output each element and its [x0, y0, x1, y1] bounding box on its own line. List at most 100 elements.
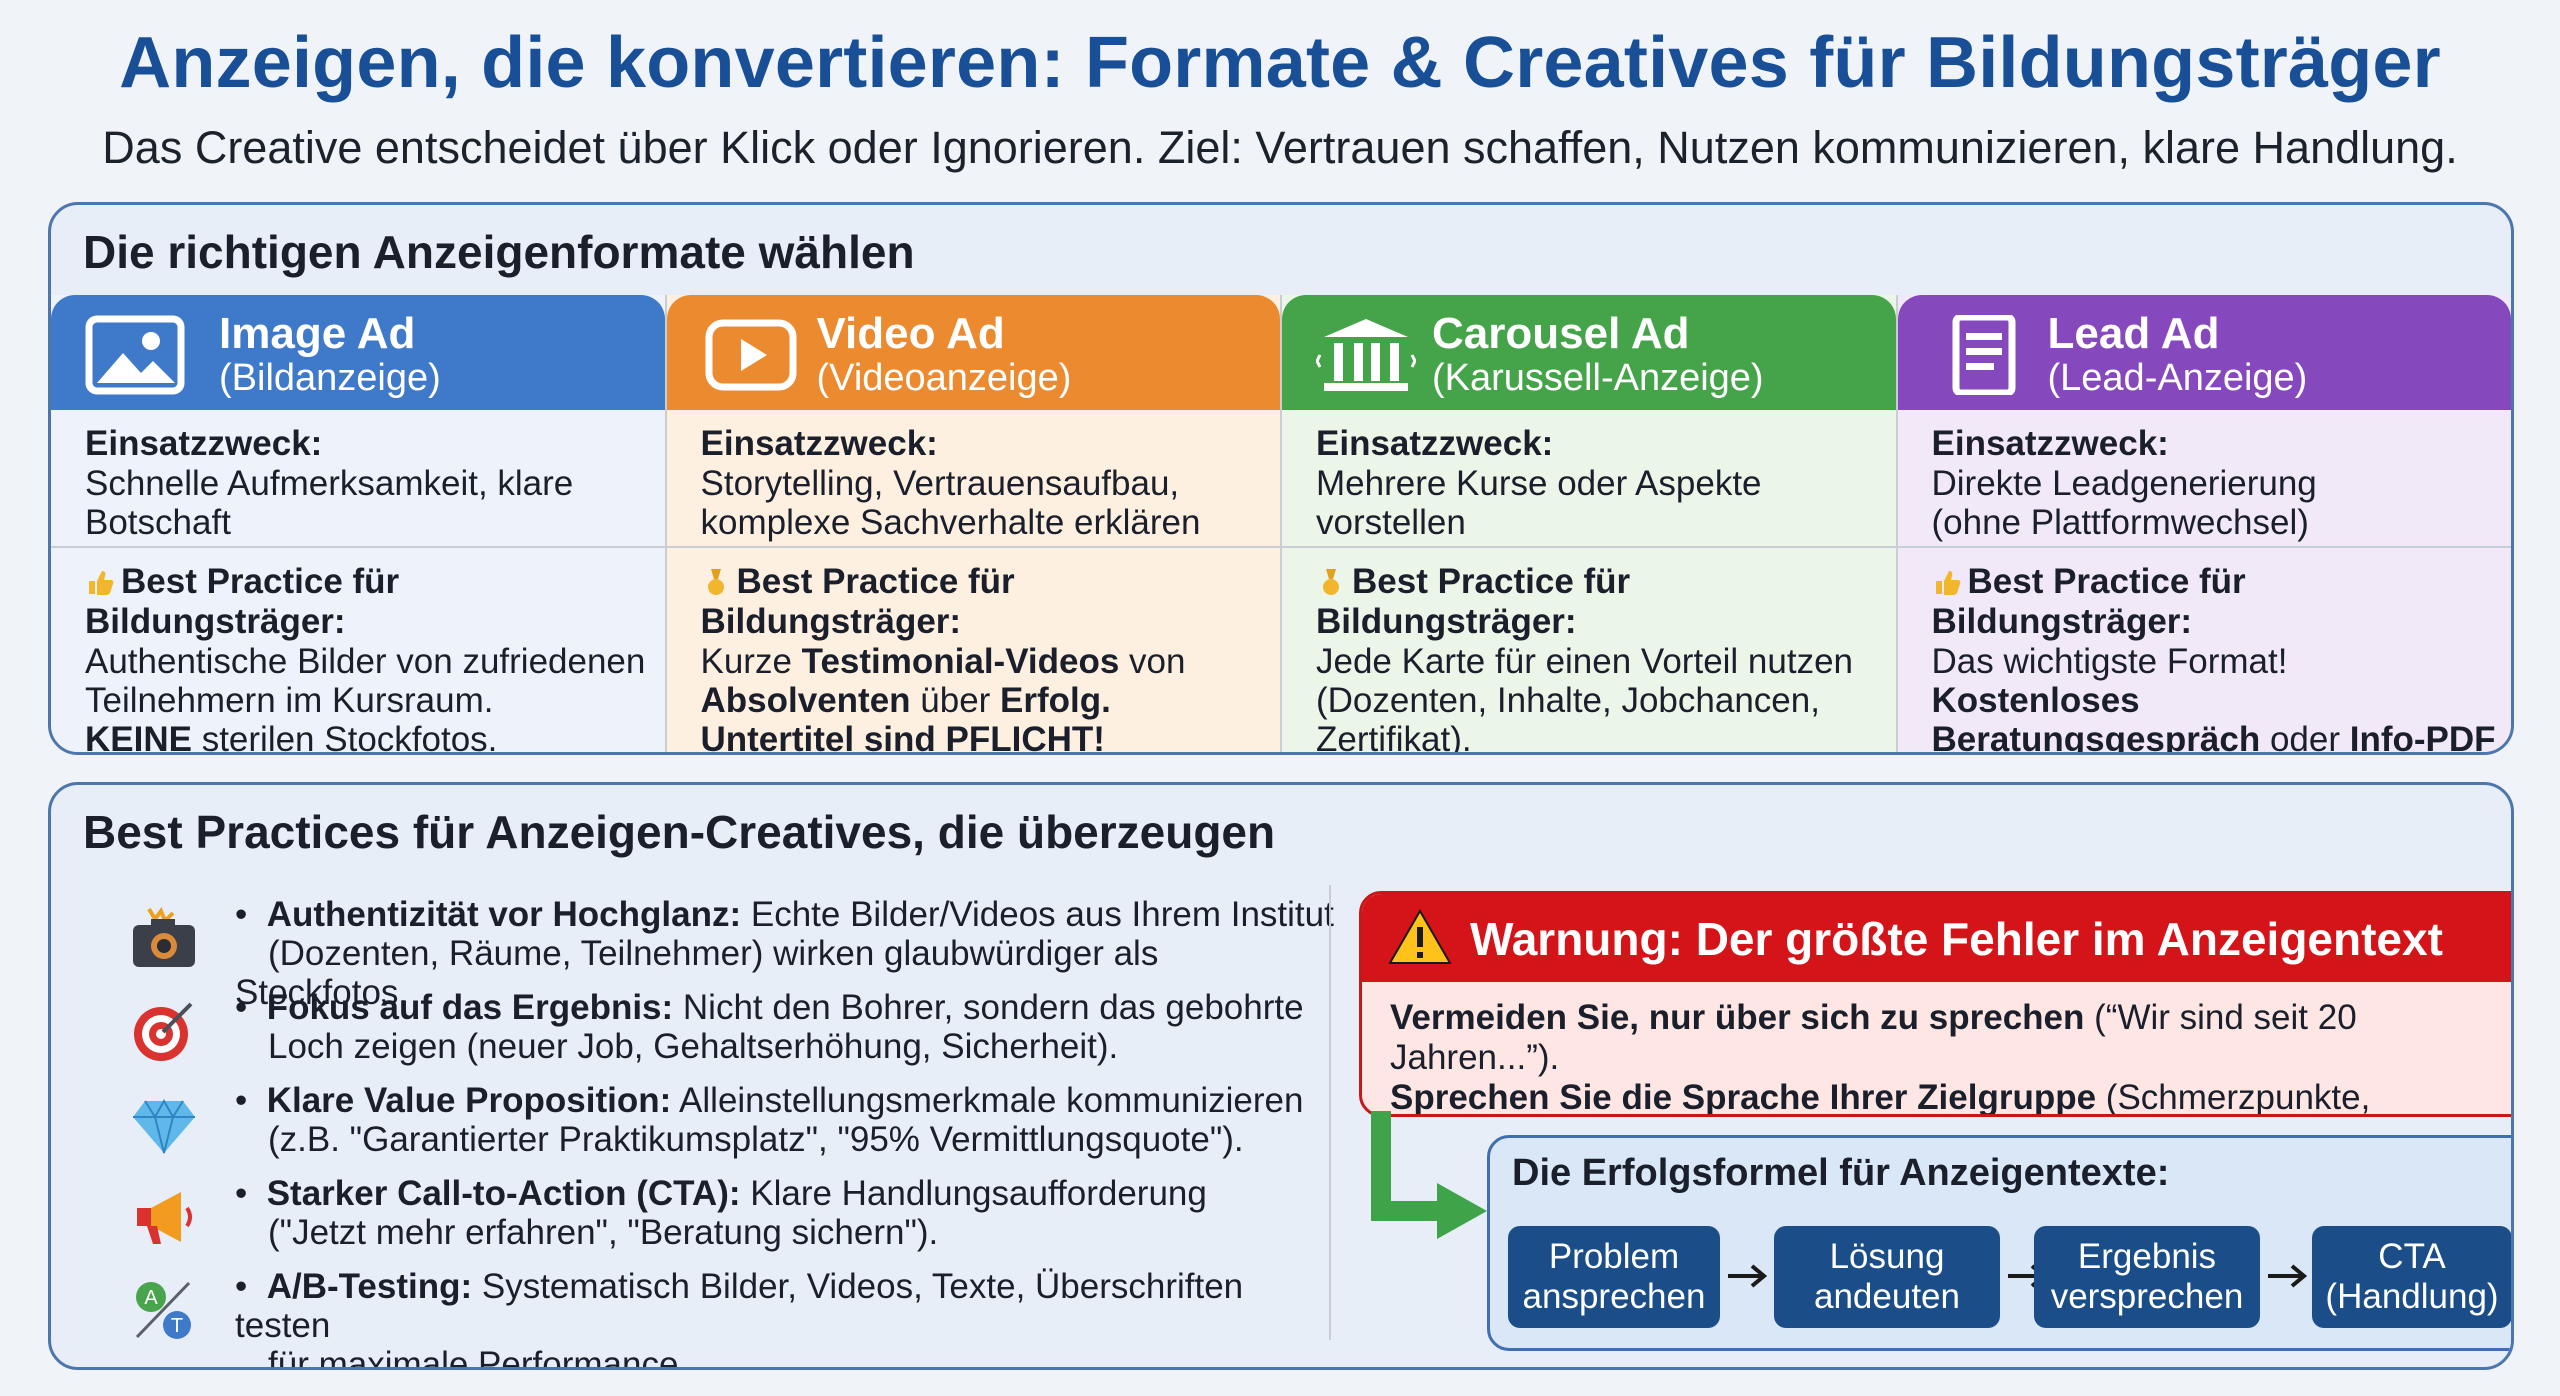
text-segment: Kostenloses — [1931, 681, 2140, 720]
best-practice-line: Teilnehmern im Kursraum. — [85, 681, 655, 720]
best-practice-line: Beratungsgespräch oder Info-PDF — [1931, 720, 2502, 755]
practice-line2: (Dozenten, Räume, Teilnehmer) wirken gla… — [235, 934, 1159, 1012]
practice-text: • Authentizität vor Hochglanz: Echte Bil… — [235, 895, 1335, 1012]
warning-box: Warnung: Der größte Fehler im Anzeigente… — [1359, 891, 2511, 1117]
practice-rest: Klare Handlungsaufforderung — [740, 1174, 1207, 1213]
svg-text:A: A — [144, 1287, 158, 1309]
form-icon — [1952, 315, 2015, 395]
arrow-right-icon — [2268, 1264, 2308, 1288]
practice-text: • Klare Value Proposition: Alleinstellun… — [235, 1081, 1335, 1159]
card-best-practice: Best Practice für Bildungsträger: Kurze … — [667, 548, 1281, 752]
connector-arrow — [1371, 1111, 1487, 1239]
columns-icon — [1316, 319, 1416, 391]
bullet: • — [235, 1174, 267, 1213]
practices-title: Best Practices für Anzeigen-Creatives, d… — [83, 806, 1276, 858]
best-practice-line: Authentische Bilder von zufriedenen — [85, 642, 655, 681]
formats-panel: Die richtigen Anzeigenformate wählen Ima… — [48, 202, 2514, 755]
format-card-video: Video Ad (Videoanzeige) Einsatzzweck: St… — [664, 295, 1281, 752]
best-practice-line: Kurze Testimonial-Videos von — [701, 642, 1271, 681]
formula-box: Die Erfolgsformel für Anzeigentexte: Pro… — [1487, 1135, 2511, 1351]
page-title: Anzeigen, die konvertieren: Formate & Cr… — [119, 23, 2441, 103]
list-item: • Authentizität vor Hochglanz: Echte Bil… — [81, 895, 1334, 1012]
best-practice-label: Best Practice für Bildungsträger: — [700, 562, 1015, 641]
usage-line: komplexe Sachverhalte erklären — [700, 503, 1201, 542]
practice-text: • Starker Call-to-Action (CTA): Klare Ha… — [235, 1174, 1335, 1252]
step-line: CTA — [2378, 1237, 2446, 1276]
card-subtitle: (Bildanzeige) — [219, 357, 441, 399]
best-practice-label: Best Practice für Bildungsträger: — [1931, 562, 2246, 641]
card-subtitle: (Lead-Anzeige) — [2047, 357, 2308, 399]
best-practice-heading: Best Practice für Bildungsträger: — [85, 562, 655, 642]
list-item: • Starker Call-to-Action (CTA): Klare Ha… — [81, 1174, 1301, 1267]
card-subtitle: (Videoanzeige) — [816, 357, 1072, 399]
formats-title: Die richtigen Anzeigenformate wählen — [83, 226, 915, 278]
card-best-practice: Best Practice für Bildungsträger: Authen… — [51, 548, 665, 752]
text-segment: Beratungsgespräch — [1931, 720, 2261, 755]
best-practice-line: KEINE sterilen Stockfotos. — [85, 720, 655, 755]
megaphone-icon — [137, 1192, 192, 1244]
card-best-practice: Best Practice für Bildungsträger: Jede K… — [1282, 548, 1896, 752]
warning-line2-rest: (Schmerzpunkte, Wünsche). — [2105, 1078, 2371, 1117]
text-segment: Authentische Bilder von zufriedenen — [85, 642, 646, 681]
list-item: A T • A/B-Testing: Systematisch Bilder, … — [81, 1267, 1301, 1367]
usage-line: Mehrere Kurse oder Aspekte — [1316, 464, 1762, 503]
usage-line: (ohne Plattformwechsel) — [1931, 503, 2309, 542]
best-practice-text: Jede Karte für einen Vorteil nutzen (Doze… — [1316, 642, 1886, 752]
ab-test-icon: A T — [135, 1281, 191, 1339]
best-practice-line: Jede Karte für einen Vorteil nutzen — [1316, 642, 1886, 681]
page-subtitle: Das Creative entscheidet über Klick oder… — [102, 122, 2458, 173]
warning-line1-bold: Vermeiden Sie, nur über sich zu sprechen — [1390, 998, 2085, 1037]
text-segment: (Dozenten, Inhalte, Jobchancen, — [1316, 681, 1820, 720]
card-header: Image Ad (Bildanzeige) — [51, 295, 665, 410]
thumbs-up-icon — [89, 571, 114, 595]
step-line: Problem — [1548, 1237, 1680, 1276]
practice-heading: A/B-Testing: — [266, 1267, 473, 1306]
card-header: Video Ad (Videoanzeige) — [666, 295, 1280, 410]
usage-label: Einsatzzweck: — [700, 424, 938, 463]
target-icon — [134, 1002, 193, 1061]
best-practice-heading: Best Practice für Bildungsträger: — [701, 562, 1271, 642]
best-practice-line: Untertitel sind PFLICHT! — [701, 720, 1271, 752]
step-line: andeuten — [1814, 1277, 1960, 1316]
warning-line2-bold: Sprechen Sie die Sprache Ihrer Zielgrupp… — [1390, 1078, 2097, 1117]
card-name: Video Ad — [816, 309, 1005, 358]
bullet: • — [235, 1081, 267, 1120]
text-segment: Kurze — [700, 642, 802, 681]
bullet: • — [235, 988, 267, 1027]
warning-line1-rest: (“Wir sind seit 20 Jahren...”). — [1390, 998, 2357, 1077]
best-practice-line: Absolventen über Erfolg. — [701, 681, 1271, 720]
practice-heading: Starker Call-to-Action (CTA): — [266, 1174, 741, 1213]
practice-line2: für maximale Performance. — [268, 1345, 689, 1370]
svg-text:T: T — [171, 1315, 183, 1337]
usage-line: Storytelling, Vertrauensaufbau, — [700, 464, 1180, 503]
best-practice-label: Best Practice für Bildungsträger: — [1316, 562, 1631, 641]
usage-line: Botschaft — [85, 503, 231, 542]
bullet: • — [235, 895, 267, 934]
best-practice-text: Authentische Bilder von zufriedenen Teiln… — [85, 642, 655, 755]
text-segment: oder — [2260, 720, 2350, 755]
list-item: • Fokus auf das Ergebnis: Nicht den Bohr… — [81, 988, 1304, 1081]
text-segment: Absolventen — [700, 681, 911, 720]
card-name: Image Ad — [219, 309, 416, 358]
format-card-lead: Lead Ad (Lead-Anzeige) Einsatzzweck: Dir… — [1895, 295, 2511, 755]
usage-line: Schnelle Aufmerksamkeit, klare — [85, 464, 574, 503]
usage-label: Einsatzzweck: — [1931, 424, 2169, 463]
best-practice-label: Best Practice für Bildungsträger: — [85, 562, 400, 641]
bullet: • — [235, 1267, 267, 1306]
image-icon — [85, 315, 185, 395]
divider — [1329, 885, 1331, 1340]
best-practice-heading: Best Practice für Bildungsträger: — [1932, 562, 2502, 642]
text-segment: von — [1119, 642, 1186, 681]
text-segment: Jede Karte für einen Vorteil nutzen — [1316, 642, 1854, 681]
text-segment: Erfolg. — [1000, 681, 1111, 720]
text-segment: Das wichtigste Format! — [1931, 642, 2288, 681]
best-practice-line: Das wichtigste Format! Kostenloses — [1932, 642, 2502, 720]
format-card-image: Image Ad (Bildanzeige) Einsatzzweck: Sch… — [51, 295, 665, 752]
text-segment: KEINE — [85, 720, 192, 755]
practice-rest: Echte Bilder/Videos aus Ihrem Institut — [741, 895, 1334, 934]
best-practice-text: Kurze Testimonial-Videos von Absolventen … — [701, 642, 1271, 752]
practices-panel: Best Practices für Anzeigen-Creatives, d… — [48, 782, 2514, 1370]
best-practice-line: Zertifikat). — [1316, 720, 1886, 752]
card-header: Lead Ad (Lead-Anzeige) — [1897, 295, 2511, 410]
best-practice-line: (Dozenten, Inhalte, Jobchancen, — [1316, 681, 1886, 720]
